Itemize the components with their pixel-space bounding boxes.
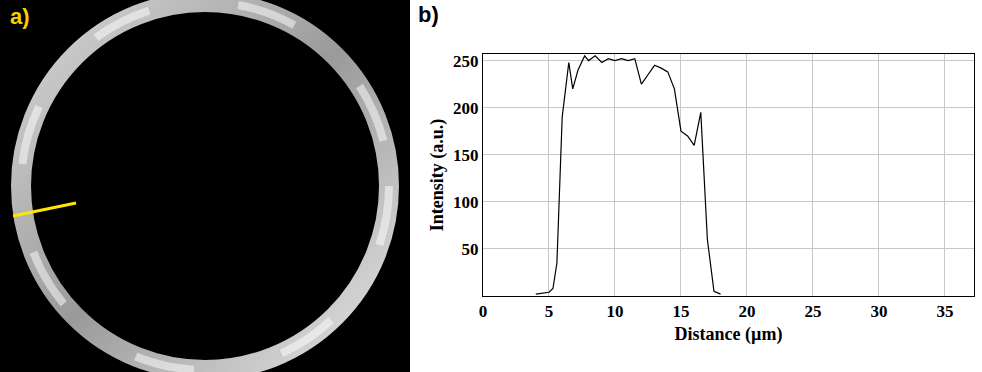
- svg-text:50: 50: [462, 240, 479, 259]
- svg-text:150: 150: [453, 146, 479, 165]
- svg-text:0: 0: [479, 302, 488, 321]
- svg-text:5: 5: [545, 302, 554, 321]
- svg-text:250: 250: [453, 52, 479, 71]
- svg-text:30: 30: [870, 302, 887, 321]
- html-text:a): a): [10, 4, 30, 29]
- svg-text:25: 25: [804, 302, 821, 321]
- svg-text:Intensity (a.u.): Intensity (a.u.): [427, 119, 448, 232]
- svg-text:20: 20: [738, 302, 755, 321]
- svg-text:200: 200: [453, 99, 479, 118]
- svg-text:35: 35: [936, 302, 953, 321]
- svg-text:Distance (µm): Distance (µm): [675, 324, 783, 345]
- svg-text:15: 15: [672, 302, 689, 321]
- html-text:b): b): [418, 2, 439, 27]
- svg-text:10: 10: [606, 302, 623, 321]
- svg-text:100: 100: [453, 193, 479, 212]
